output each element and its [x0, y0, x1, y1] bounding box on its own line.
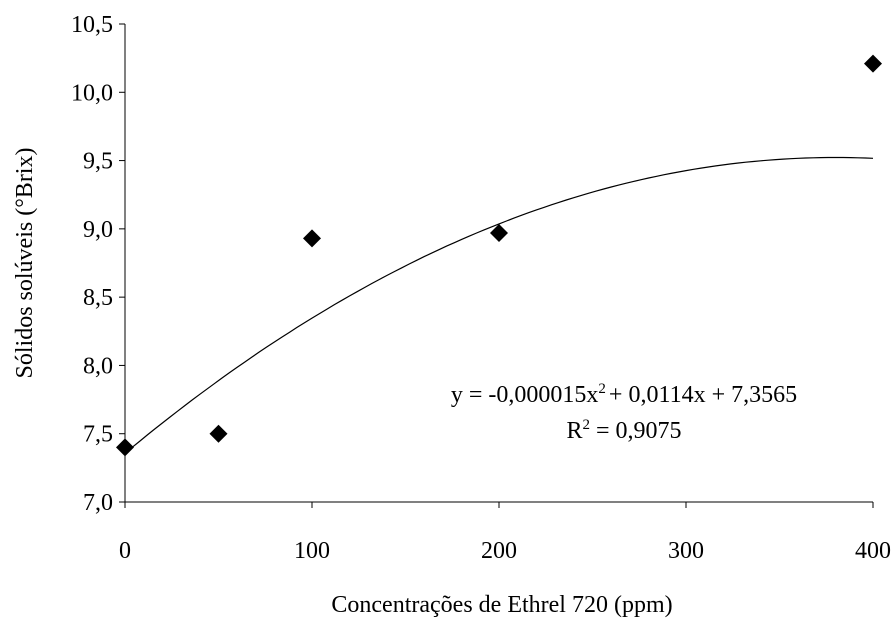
- y-tick-label: 10,5: [71, 12, 113, 38]
- plot-area: [124, 24, 873, 503]
- x-tick-label: 200: [481, 538, 517, 564]
- x-tick-label: 100: [294, 538, 330, 564]
- x-axis-ticks: 0 100 200 300 400: [119, 502, 891, 564]
- data-points: [116, 54, 882, 457]
- y-axis-title: Sólidos solúveis (°Brix): [12, 148, 38, 379]
- y-tick-label: 8,0: [83, 353, 113, 379]
- x-tick-label: 0: [119, 538, 131, 564]
- x-tick-label: 300: [668, 538, 704, 564]
- x-tick-label: 400: [855, 538, 891, 564]
- y-tick-label: 9,0: [83, 217, 113, 243]
- data-point: [490, 223, 508, 242]
- y-axis-ticks: 7,0 7,5 8,0 8,5 9,0 9,5 10,0 10,5: [71, 12, 125, 516]
- y-tick-label: 7,5: [83, 422, 113, 448]
- x-axis-title: Concentrações de Ethrel 720 (ppm): [331, 592, 672, 618]
- y-tick-label: 10,0: [71, 80, 113, 106]
- data-point: [864, 54, 882, 73]
- trendline: [124, 156, 874, 454]
- y-tick-label: 7,0: [83, 490, 113, 516]
- y-tick-label: 9,5: [83, 149, 113, 175]
- data-point: [116, 438, 134, 457]
- y-tick-label: 8,5: [83, 285, 113, 311]
- trendline-equation: y = -0,000015x2 + 0,0114x + 7,3565: [451, 381, 797, 408]
- data-point: [303, 229, 321, 248]
- data-point: [209, 424, 228, 443]
- r-squared-label: R2 = 0,9075: [566, 417, 681, 444]
